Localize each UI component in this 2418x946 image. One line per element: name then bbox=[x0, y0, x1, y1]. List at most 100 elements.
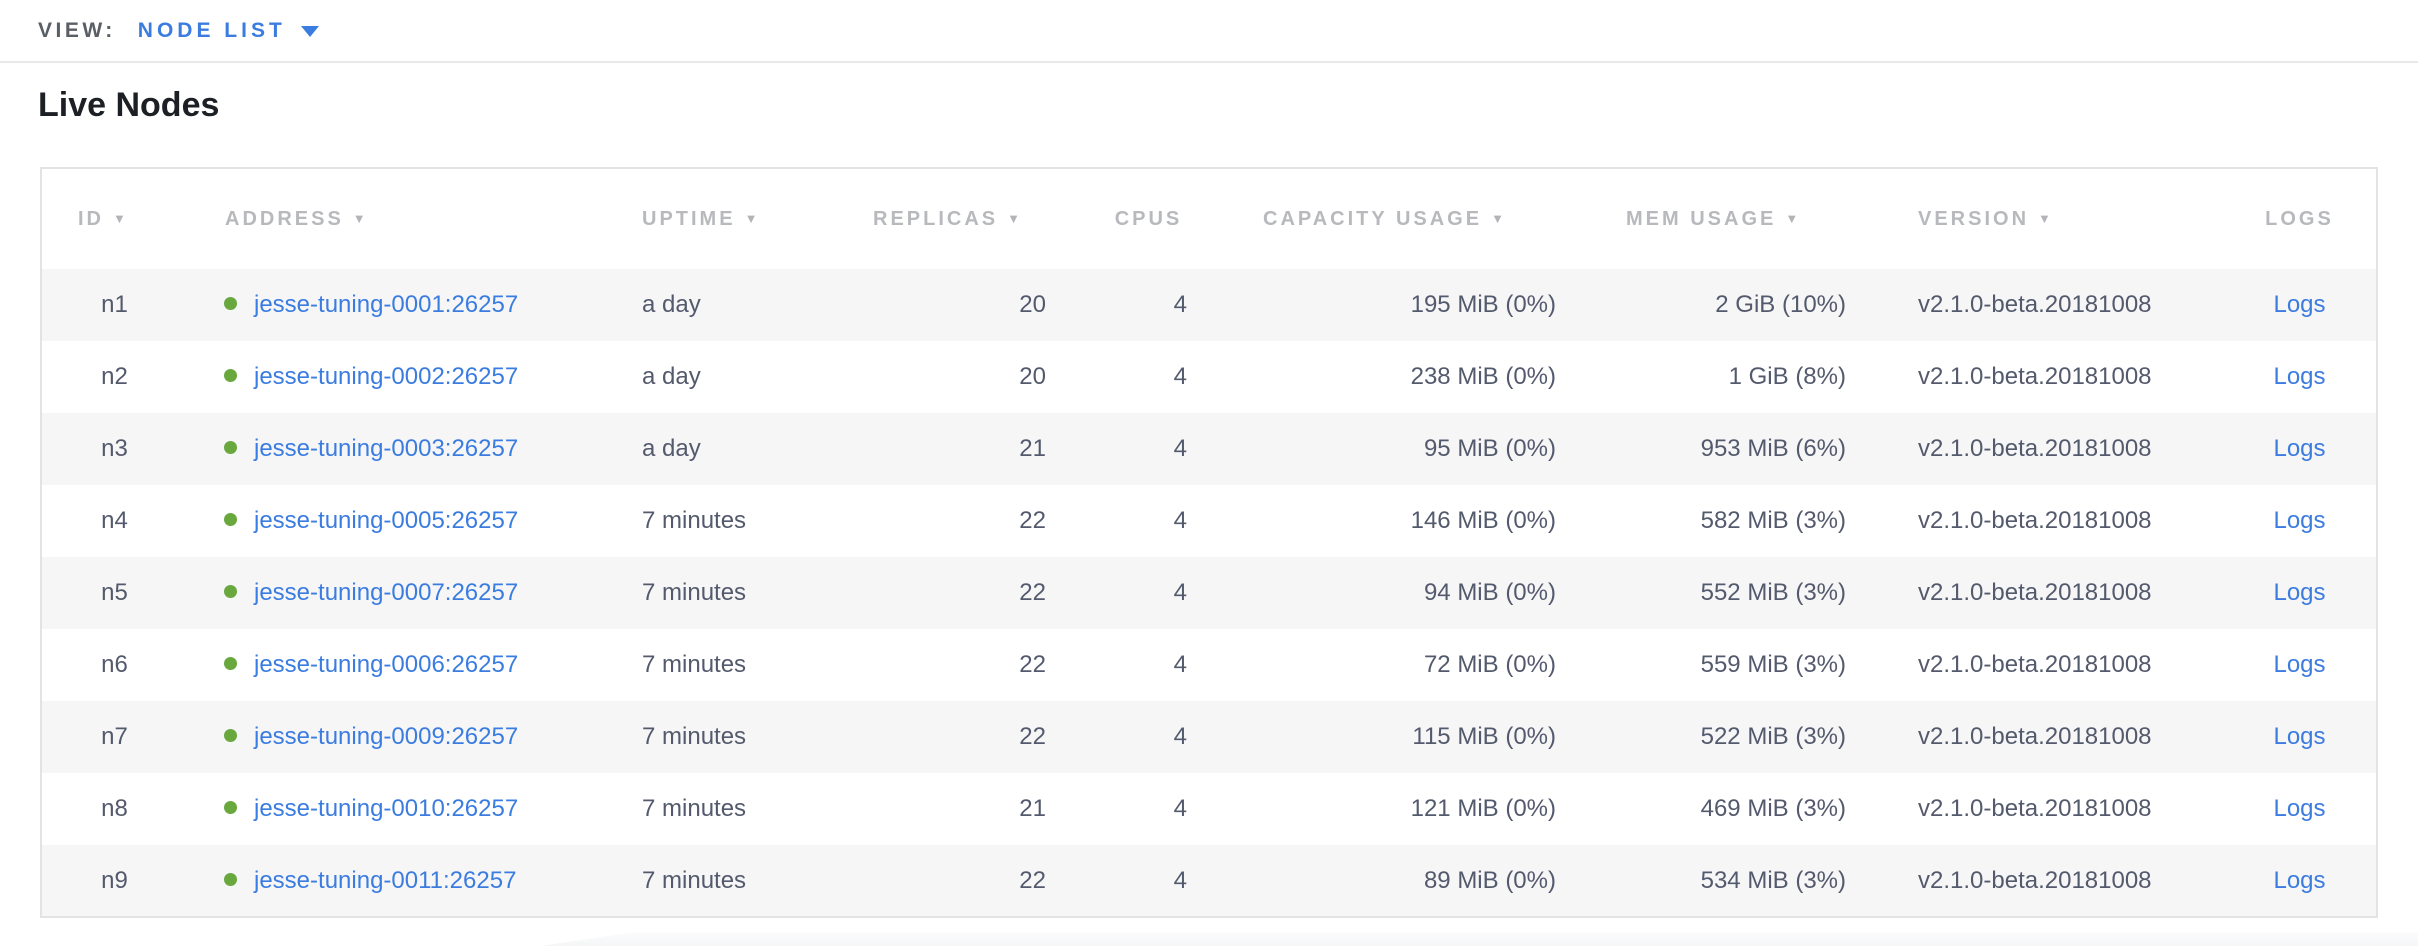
node-uptime-cell: 7 minutes bbox=[642, 795, 747, 822]
column-header-uptime[interactable]: UPTIME ▼ bbox=[642, 207, 761, 230]
node-version-cell: v2.1.0-beta.20181008 bbox=[1918, 651, 2152, 678]
node-id-cell: n5 bbox=[101, 579, 128, 606]
node-uptime-cell: 7 minutes bbox=[642, 866, 747, 894]
column-header-replicas[interactable]: REPLICAS ▼ bbox=[873, 207, 1023, 230]
column-header-capacity-usage[interactable]: CAPACITY USAGE ▼ bbox=[1263, 207, 1507, 230]
node-uptime-cell: 7 minutes bbox=[642, 723, 747, 750]
node-address-link[interactable]: jesse-tuning-0002:26257 bbox=[254, 363, 519, 390]
node-version-cell: v2.1.0-beta.20181008 bbox=[1918, 507, 2152, 534]
node-replicas-cell: 21 bbox=[1019, 435, 1046, 462]
node-capacity-usage-cell: 238 MiB (0%) bbox=[1410, 363, 1556, 390]
node-row: n8 jesse-tuning-0010:26257 7 minutes 21 … bbox=[41, 773, 2377, 845]
node-id-cell: n1 bbox=[101, 291, 128, 318]
view-label: VIEW: bbox=[38, 18, 116, 42]
node-logs-cell: Logs bbox=[2223, 485, 2377, 557]
sort-desc-icon: ▼ bbox=[1491, 210, 1507, 226]
node-replicas-cell: 22 bbox=[1019, 723, 1046, 750]
node-capacity-usage-cell: 94 MiB (0%) bbox=[1423, 579, 1556, 606]
node-mem-usage-cell: 469 MiB (3%) bbox=[1700, 795, 1846, 822]
view-selector-dropdown[interactable]: NODE LIST bbox=[138, 19, 319, 43]
node-address-cell: jesse-tuning-0006:26257 bbox=[187, 629, 603, 701]
column-header-id[interactable]: ID ▼ bbox=[78, 207, 129, 230]
view-selected-value: NODE LIST bbox=[137, 18, 286, 42]
node-live-status-icon bbox=[224, 441, 237, 455]
node-address-cell: jesse-tuning-0011:26257 bbox=[187, 845, 603, 917]
node-logs-cell: Logs bbox=[2223, 773, 2377, 845]
node-address-link[interactable]: jesse-tuning-0006:26257 bbox=[254, 651, 519, 678]
node-logs-link[interactable]: Logs bbox=[2273, 866, 2326, 894]
node-logs-link[interactable]: Logs bbox=[2273, 579, 2326, 606]
page-title: Live Nodes bbox=[38, 86, 220, 124]
node-live-status-icon bbox=[224, 369, 237, 383]
column-header-address[interactable]: ADDRESS ▼ bbox=[225, 207, 369, 230]
node-logs-link[interactable]: Logs bbox=[2273, 723, 2326, 750]
node-id-cell: n3 bbox=[101, 435, 128, 462]
node-version-cell: v2.1.0-beta.20181008 bbox=[1918, 363, 2152, 390]
node-logs-link[interactable]: Logs bbox=[2273, 363, 2326, 390]
node-capacity-usage-cell: 72 MiB (0%) bbox=[1423, 651, 1556, 678]
node-mem-usage-cell: 552 MiB (3%) bbox=[1700, 579, 1846, 606]
node-version-cell: v2.1.0-beta.20181008 bbox=[1918, 435, 2152, 462]
column-header-version[interactable]: VERSION ▼ bbox=[1918, 207, 2054, 230]
node-row: n4 jesse-tuning-0005:26257 7 minutes 22 … bbox=[41, 485, 2377, 557]
node-capacity-usage-cell: 115 MiB (0%) bbox=[1412, 723, 1556, 750]
node-version-cell: v2.1.0-beta.20181008 bbox=[1918, 866, 2152, 894]
node-logs-cell: Logs bbox=[2223, 341, 2377, 413]
below-fold-element bbox=[540, 932, 2418, 946]
node-logs-cell: Logs bbox=[2223, 269, 2377, 341]
node-mem-usage-cell: 953 MiB (6%) bbox=[1700, 435, 1846, 462]
node-row: n5 jesse-tuning-0007:26257 7 minutes 22 … bbox=[41, 557, 2377, 629]
node-uptime-cell: a day bbox=[642, 291, 701, 318]
node-address-cell: jesse-tuning-0005:26257 bbox=[187, 485, 603, 557]
node-logs-link[interactable]: Logs bbox=[2273, 435, 2326, 462]
node-id-cell: n9 bbox=[101, 866, 128, 894]
node-mem-usage-cell: 1 GiB (8%) bbox=[1728, 363, 1846, 390]
node-version-cell: v2.1.0-beta.20181008 bbox=[1918, 795, 2152, 822]
node-id-cell: n6 bbox=[101, 651, 128, 678]
node-mem-usage-cell: 522 MiB (3%) bbox=[1700, 723, 1846, 750]
sort-desc-icon: ▼ bbox=[113, 210, 129, 226]
node-cpus-cell: 4 bbox=[1173, 795, 1187, 822]
node-capacity-usage-cell: 89 MiB (0%) bbox=[1423, 866, 1556, 894]
node-capacity-usage-cell: 195 MiB (0%) bbox=[1410, 291, 1556, 318]
node-live-status-icon bbox=[224, 297, 237, 311]
node-address-link[interactable]: jesse-tuning-0003:26257 bbox=[254, 435, 519, 462]
node-id-cell: n2 bbox=[101, 363, 128, 390]
node-address-link[interactable]: jesse-tuning-0001:26257 bbox=[254, 291, 519, 318]
node-logs-cell: Logs bbox=[2223, 845, 2377, 917]
node-address-cell: jesse-tuning-0010:26257 bbox=[187, 773, 603, 845]
node-replicas-cell: 22 bbox=[1019, 507, 1046, 534]
node-live-status-icon bbox=[224, 657, 237, 671]
sort-desc-icon: ▼ bbox=[1785, 210, 1802, 226]
node-row: n3 jesse-tuning-0003:26257 a day 21 4 95… bbox=[41, 413, 2377, 485]
node-uptime-cell: a day bbox=[642, 435, 701, 462]
column-header-mem-usage[interactable]: MEM USAGE ▼ bbox=[1626, 207, 1802, 230]
node-row: n6 jesse-tuning-0006:26257 7 minutes 22 … bbox=[41, 629, 2377, 701]
node-mem-usage-cell: 559 MiB (3%) bbox=[1700, 651, 1846, 678]
node-address-link[interactable]: jesse-tuning-0011:26257 bbox=[254, 866, 517, 894]
node-address-cell: jesse-tuning-0009:26257 bbox=[187, 701, 603, 773]
node-address-link[interactable]: jesse-tuning-0007:26257 bbox=[254, 579, 519, 606]
node-logs-link[interactable]: Logs bbox=[2273, 651, 2326, 678]
node-cpus-cell: 4 bbox=[1173, 291, 1187, 318]
column-header-cpus: CPUS bbox=[1114, 207, 1183, 230]
node-live-status-icon bbox=[224, 513, 237, 527]
node-address-link[interactable]: jesse-tuning-0009:26257 bbox=[254, 723, 519, 750]
node-address-cell: jesse-tuning-0001:26257 bbox=[187, 269, 603, 341]
node-cpus-cell: 4 bbox=[1173, 579, 1187, 606]
node-logs-link[interactable]: Logs bbox=[2273, 291, 2326, 318]
node-logs-link[interactable]: Logs bbox=[2273, 795, 2326, 822]
sort-desc-icon: ▼ bbox=[352, 210, 369, 226]
node-cpus-cell: 4 bbox=[1173, 866, 1187, 894]
node-address-link[interactable]: jesse-tuning-0010:26257 bbox=[254, 795, 519, 822]
node-id-cell: n4 bbox=[101, 507, 128, 534]
node-address-cell: jesse-tuning-0007:26257 bbox=[187, 557, 603, 629]
node-row: n2 jesse-tuning-0002:26257 a day 20 4 23… bbox=[41, 341, 2377, 413]
node-mem-usage-cell: 582 MiB (3%) bbox=[1700, 507, 1846, 534]
node-capacity-usage-cell: 146 MiB (0%) bbox=[1410, 507, 1556, 534]
node-address-link[interactable]: jesse-tuning-0005:26257 bbox=[254, 507, 519, 534]
node-live-status-icon bbox=[224, 585, 237, 599]
node-mem-usage-cell: 534 MiB (3%) bbox=[1700, 866, 1846, 894]
node-address-cell: jesse-tuning-0003:26257 bbox=[187, 413, 603, 485]
node-logs-link[interactable]: Logs bbox=[2273, 507, 2326, 534]
